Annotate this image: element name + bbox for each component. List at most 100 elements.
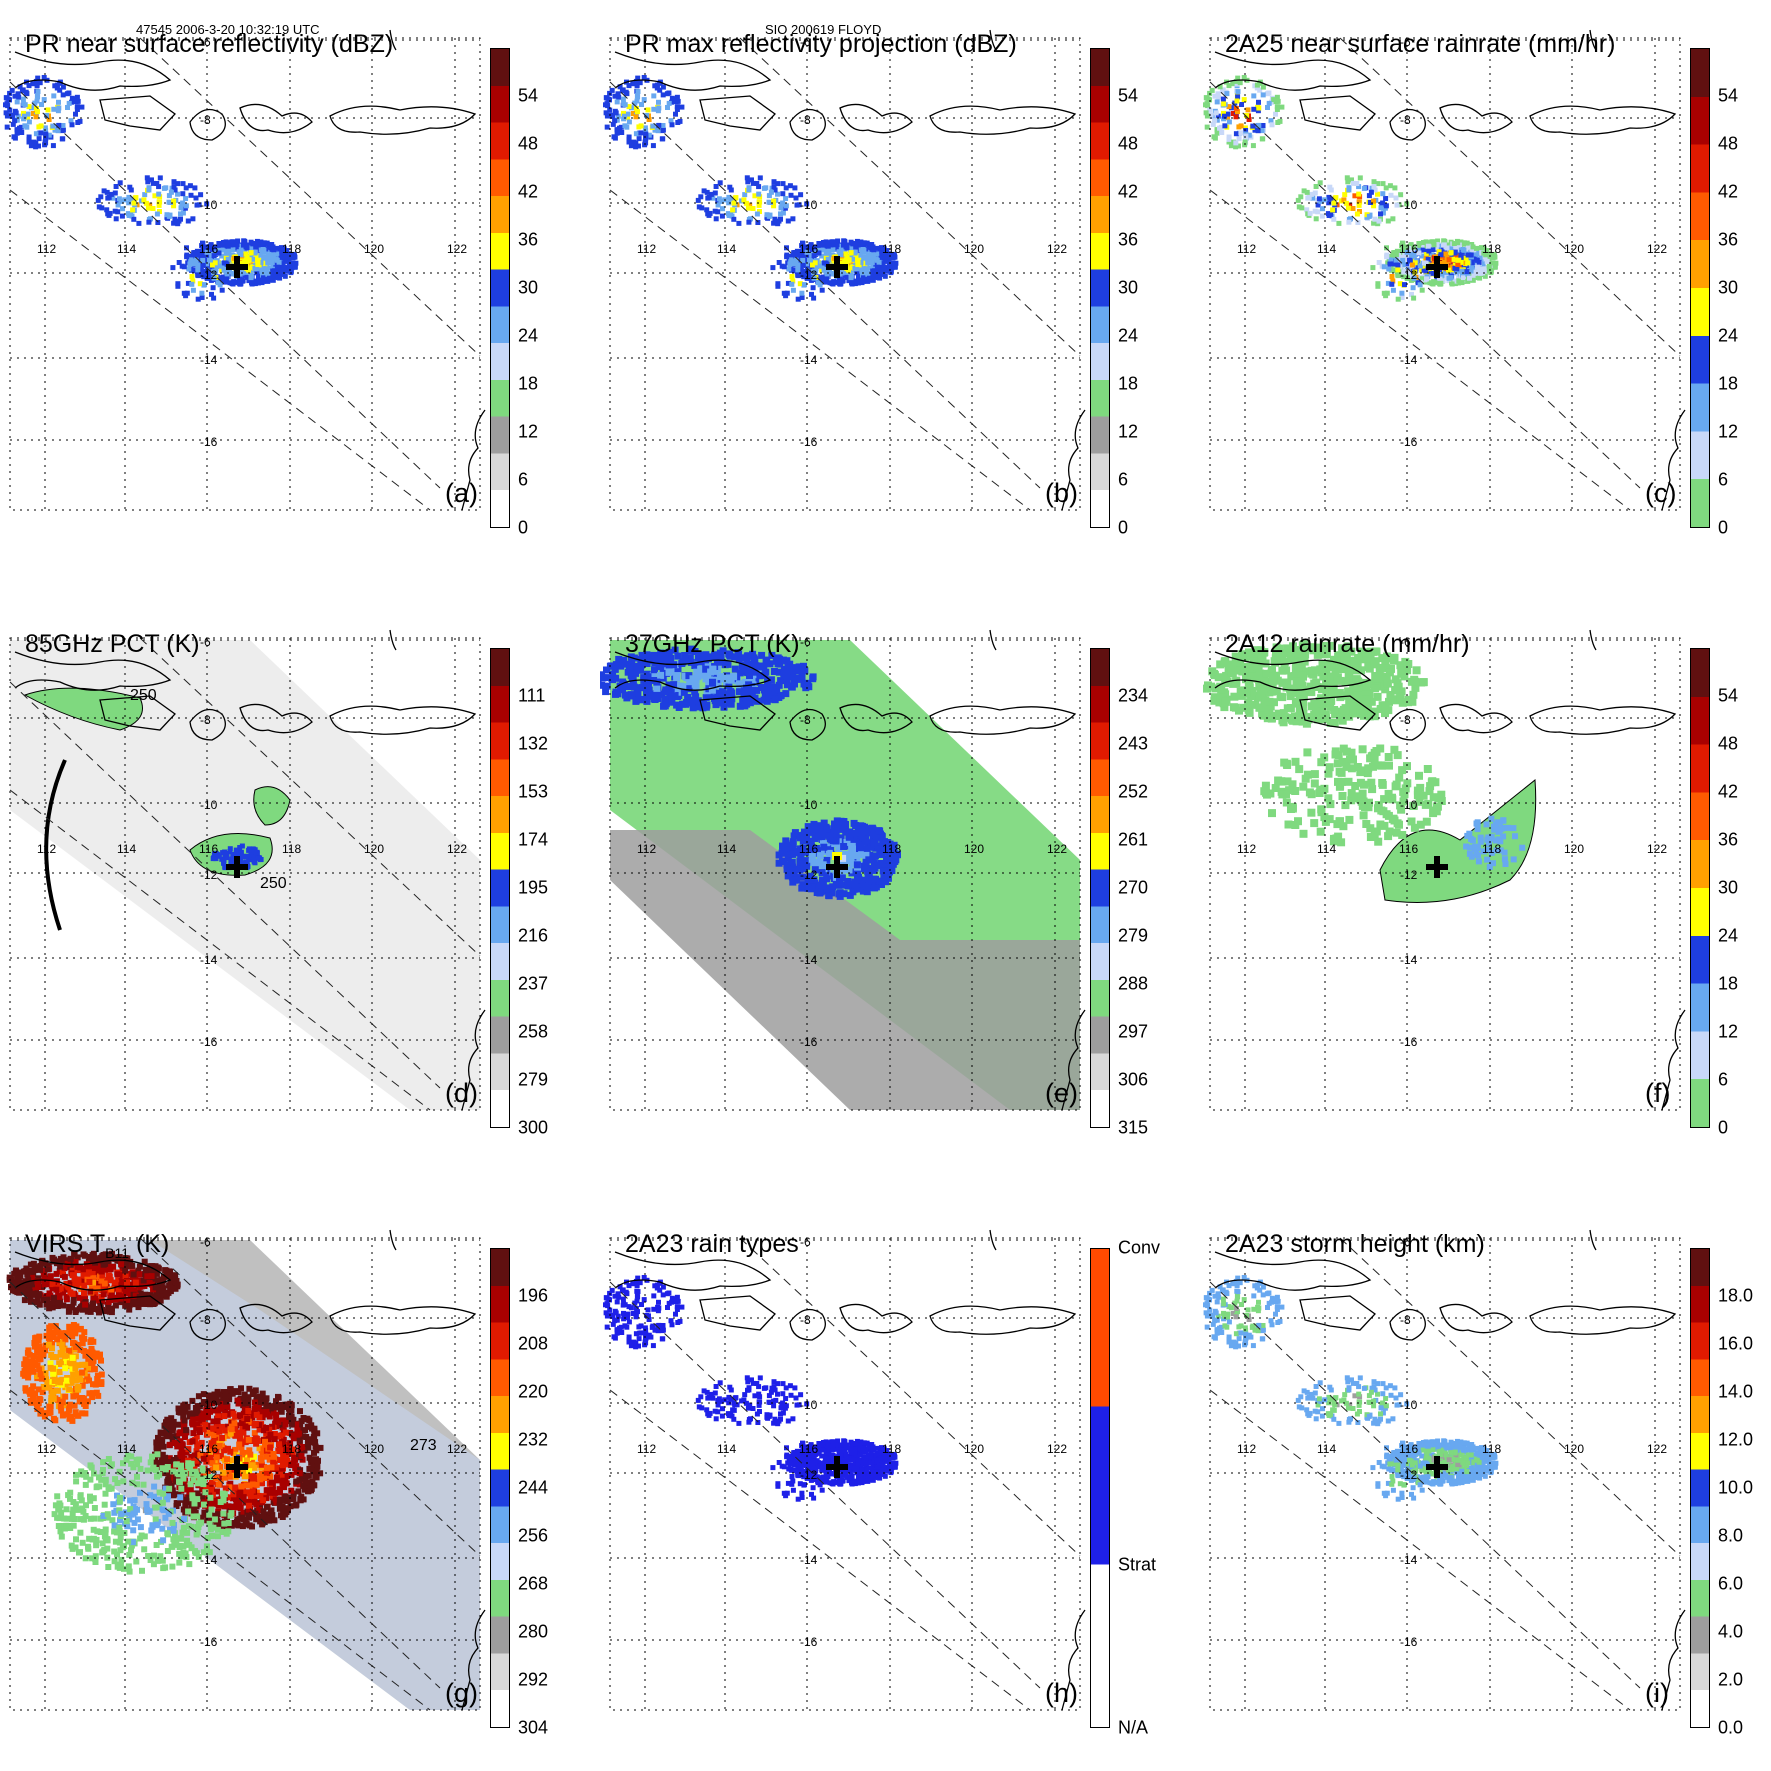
colorbar-tick-label: 54: [1718, 685, 1739, 706]
colorbar-tick-label: 0: [1118, 517, 1129, 538]
lon-label: 122: [1047, 842, 1067, 856]
lon-label: 114: [117, 242, 136, 256]
lat-label: -16: [200, 1635, 218, 1649]
lon-label: 112: [37, 1442, 56, 1456]
colorbar-tick-label: 30: [1718, 877, 1739, 898]
colorbar-tick-label: 48: [1718, 133, 1739, 154]
panel-letter: (a): [445, 478, 478, 508]
lon-label: 122: [1047, 1442, 1067, 1456]
storm-field: [603, 75, 899, 302]
map-a: 112 114 116 118 120 122 -6 -8 -10 -12 -14 -16: [3, 29, 486, 511]
lat-label: -6: [200, 1235, 211, 1249]
colorbar-tick-label: 0: [1718, 517, 1729, 538]
lon-label: 116: [199, 242, 218, 256]
lat-label: -12: [800, 868, 818, 882]
colorbar-tick-label: 12: [518, 421, 539, 442]
coastline: [14, 1229, 486, 1711]
lon-label: 114: [117, 1442, 136, 1456]
colorbar-ticks: 0 6 12 18 24 30 36 42 48 54: [1718, 48, 1771, 538]
colorbar-tick-label: 270: [1118, 877, 1149, 898]
colorbar-tick-label: 6: [1718, 469, 1729, 490]
colorbar-tick-label: 18: [518, 373, 539, 394]
colorbar-tick-label: 288: [1118, 973, 1149, 994]
panel-letter: (d): [445, 1078, 478, 1108]
colorbar-ticks: 0 6 12 18 24 30 36 42 48 54: [518, 48, 578, 538]
lon-label: 118: [282, 1442, 301, 1456]
storm-center-marker: [1426, 256, 1448, 278]
lat-label: -14: [200, 953, 218, 967]
lat-label: -6: [1400, 635, 1411, 649]
panel-a: 112 114 116 118 120 122 -6 -8 -10 -12 -14 -16 PR nea…: [0, 10, 560, 540]
colorbar-tick-label: 2.0: [1718, 1669, 1744, 1690]
pr-swath-edges: [9, 1237, 481, 1711]
panel-title: 37GHz PCT (K): [625, 630, 800, 658]
lat-label: -14: [200, 353, 218, 367]
panel-title: 2A25 near surface rainrate (mm/hr): [1225, 30, 1616, 58]
colorbar-tick-label: 304: [518, 1717, 549, 1738]
lat-label: -10: [800, 1398, 818, 1412]
colorbar-tick-label: 12.0: [1718, 1429, 1754, 1450]
colorbar-tick-label: 48: [1118, 133, 1139, 154]
lon-label: 122: [1047, 242, 1067, 256]
colorbar-tick-label: 258: [518, 1021, 549, 1042]
pr-swath-edges: [9, 637, 481, 1111]
panel-e: 112 114 116 118 120 122 -6 -8 -10 -12 -14 -16 37GHz …: [600, 610, 1160, 1140]
colorbar-tick-label: 18: [1118, 373, 1139, 394]
pr-swath-edges: [9, 37, 481, 511]
colorbar: [490, 1248, 510, 1728]
lon-label: 118: [882, 1442, 901, 1456]
lon-label: 112: [1237, 242, 1256, 256]
colorbar-tick-label: 216: [518, 925, 549, 946]
storm-center-marker: [226, 856, 248, 878]
colorbar-tick-label: 220: [518, 1381, 549, 1402]
colorbar-tick-label: 6: [1118, 469, 1129, 490]
storm-field: [1203, 75, 1499, 302]
colorbar-tick-label: 36: [518, 229, 539, 250]
storm-field: [3, 75, 299, 302]
panel-letter: (g): [445, 1678, 478, 1708]
colorbar-tick-label: 6: [1718, 1069, 1729, 1090]
colorbar-tick-label: 195: [518, 877, 549, 898]
panel-title: 85GHz PCT (K): [25, 630, 200, 658]
colorbar-tick-label: 48: [1718, 733, 1739, 754]
lat-label: -10: [1400, 798, 1418, 812]
lon-label: 118: [1482, 842, 1501, 856]
colorbar-tick-label: 280: [518, 1621, 549, 1642]
panel-h: 112 114 116 118 120 122 -6 -8 -10 -12 -14 -16 2A23 r…: [600, 1210, 1160, 1740]
colorbar-tick-label: 0: [1718, 1117, 1729, 1138]
colorbar-tick-label: 42: [1718, 781, 1739, 802]
storm-field: [600, 640, 1080, 1110]
contour-label: 250: [260, 875, 287, 892]
lat-label: -6: [1400, 35, 1411, 49]
lat-label: -10: [800, 198, 818, 212]
colorbar-tick-label: 243: [1118, 733, 1149, 754]
colorbar: [1690, 648, 1710, 1128]
colorbar-tick-label: 6.0: [1718, 1573, 1744, 1594]
lat-label: -8: [200, 113, 211, 127]
lat-label: -14: [1400, 353, 1418, 367]
colorbar-tick-label: 54: [518, 85, 539, 106]
colorbar-tick-label: 244: [518, 1477, 549, 1498]
colorbar-tick-label: 16.0: [1718, 1333, 1754, 1354]
lon-label: 118: [282, 842, 301, 856]
lat-label: -16: [1400, 1035, 1418, 1049]
storm-field: [603, 1275, 899, 1502]
lat-label: -16: [800, 1035, 818, 1049]
header-storm-id: SIO 200619 FLOYD: [765, 22, 882, 37]
colorbar-tick-label: 0.0: [1718, 1717, 1744, 1738]
map-f: 112 114 116 118 120 122 -6 -8 -10 -12 -14 -16: [1203, 629, 1686, 1111]
colorbar-tick-label: 315: [1118, 1117, 1149, 1138]
lon-label: 122: [447, 242, 467, 256]
panel-title: 2A12 rainrate (mm/hr): [1225, 630, 1470, 658]
map-b: 112 114 116 118 120 122 -6 -8 -10 -12 -14 -16: [603, 29, 1086, 511]
lat-label: -10: [200, 1398, 218, 1412]
colorbar: [490, 648, 510, 1128]
colorbar: [1090, 1248, 1110, 1728]
lat-label: -14: [200, 1553, 218, 1567]
lat-label: -16: [1400, 435, 1418, 449]
storm-center-marker: [1426, 856, 1448, 878]
storm-center-marker: [226, 1456, 248, 1478]
lat-label: -8: [1400, 1313, 1411, 1327]
lon-label: 114: [717, 1442, 736, 1456]
lon-label: 122: [1647, 242, 1667, 256]
